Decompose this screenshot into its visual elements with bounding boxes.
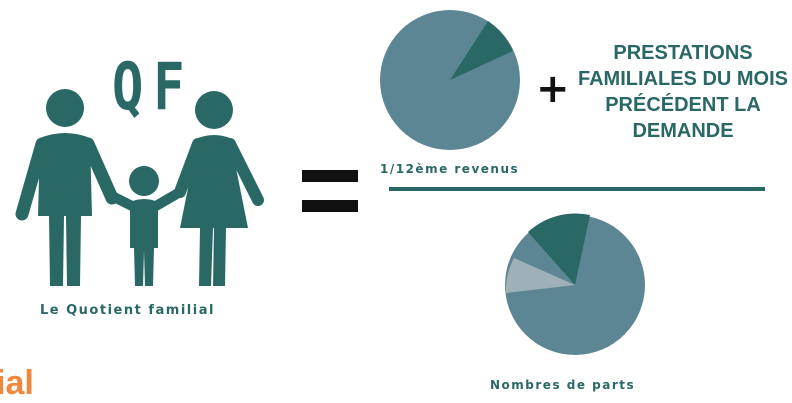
pie-slice-dark — [528, 213, 590, 285]
family-icon — [15, 89, 264, 286]
numerator-label: 1/12ème revenus — [380, 162, 520, 176]
prestations-text: PRESTATIONS FAMILIALES DU MOIS PRÉCÉDENT… — [578, 42, 788, 142]
numerator-pie-chart — [380, 10, 520, 150]
plus-symbol: + — [536, 66, 570, 112]
denominator-pie-chart — [505, 213, 645, 355]
fraction-bar — [389, 187, 765, 191]
qf-logo-text: QF — [112, 50, 195, 125]
family-caption: Le Quotient familial — [40, 303, 215, 318]
denominator-label: Nombres de parts — [490, 378, 636, 392]
equals-symbol — [302, 170, 358, 215]
pie-slice-light — [505, 258, 575, 293]
pie-slice-accent — [450, 21, 513, 80]
cropped-text-fragment: ial — [0, 364, 34, 402]
